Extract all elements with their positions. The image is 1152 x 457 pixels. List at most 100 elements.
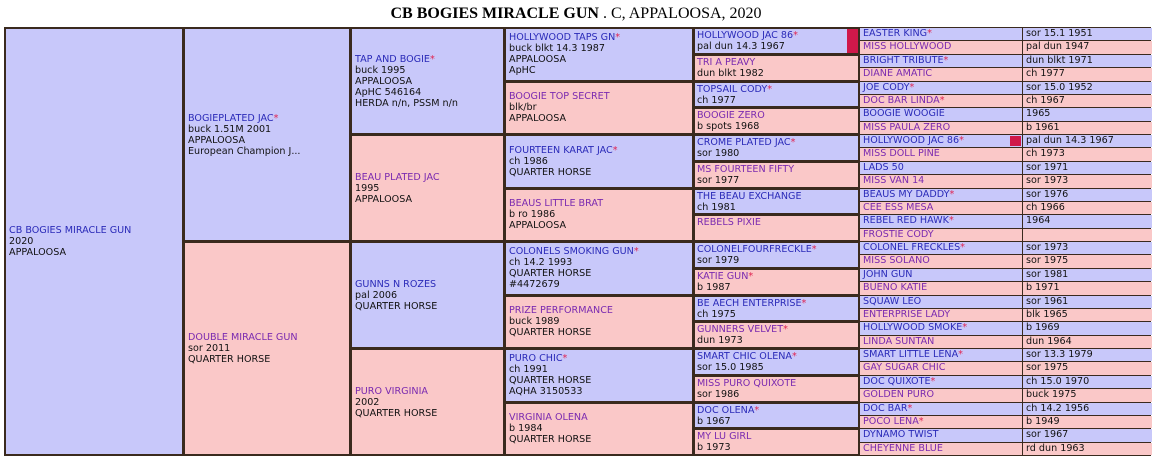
- star-marker: *: [943, 54, 949, 66]
- horse-name-link[interactable]: BOOGIE ZERO: [697, 110, 765, 122]
- horse-name-link[interactable]: BOGIEPLATED JAC: [188, 112, 274, 124]
- horse-name-link[interactable]: GUNNS N ROZES: [355, 278, 437, 290]
- horse-name-link[interactable]: MISS PAULA ZERO: [863, 121, 951, 133]
- horse-name-link[interactable]: DYNAMO TWIST: [863, 429, 939, 441]
- star-marker: *: [918, 415, 924, 427]
- page-title: CB BOGIES MIRACLE GUN . C, APPALOOSA, 20…: [0, 5, 1152, 23]
- horse-name-link[interactable]: DOUBLE MIRACLE GUN: [188, 332, 298, 343]
- horse-name-link[interactable]: PRIZE PERFORMANCE: [509, 305, 613, 317]
- horse-name-link[interactable]: DIANE AMATIC: [863, 68, 933, 80]
- star-marker: *: [633, 246, 639, 258]
- horse-name-line: LINDA SUNTAN: [863, 336, 1019, 348]
- horse-name-link[interactable]: BE AECH ENTERPRISE: [697, 297, 802, 309]
- dam-cell: MY LU GIRL b 1973: [694, 429, 859, 455]
- star-marker: *: [907, 402, 913, 414]
- horse-name-line: PRIZE PERFORMANCE: [509, 305, 689, 316]
- horse-name-link[interactable]: CEE ESS MESA: [863, 201, 934, 213]
- horse-name-link[interactable]: PURO CHIC: [509, 353, 563, 365]
- horse-name-line: DOC BAR*: [863, 403, 1019, 415]
- horse-name-link[interactable]: TAP AND BOGIE: [355, 53, 430, 65]
- star-marker: *: [801, 297, 807, 309]
- horse-name-link[interactable]: MS FOURTEEN FIFTY: [697, 163, 795, 175]
- horse-name-line: BEAUS LITTLE BRAT: [509, 198, 689, 209]
- horse-detail: #4472679: [509, 279, 560, 291]
- horse-name-link[interactable]: FROSTIE CODY: [863, 228, 934, 240]
- horse-name-line: DOC QUIXOTE*: [863, 376, 1019, 388]
- horse-name-line: HOLLYWOOD JAC 86*: [863, 135, 1019, 147]
- horse-name-link[interactable]: MISS DOLL PINE: [863, 148, 940, 160]
- horse-name-link[interactable]: HOLLYWOOD JAC 86: [697, 30, 794, 41]
- horse-name-title: CB BOGIES MIRACLE GUN: [390, 5, 599, 22]
- horse-name-link[interactable]: DOC BAR LINDA: [863, 94, 940, 106]
- horse-name-link[interactable]: DOC OLENA: [697, 404, 755, 416]
- horse-name-link[interactable]: CROME PLATED JAC: [697, 137, 791, 148]
- horse-name-link[interactable]: REBEL RED HAWK: [863, 215, 949, 227]
- horse-name-line: BUENO KATIE: [863, 282, 1019, 294]
- pedigree-chart: CB BOGIES MIRACLE GUN 2020 APPALOOSA BOGIEP…: [4, 27, 1152, 456]
- horse-name-link[interactable]: THE BEAU EXCHANGE: [697, 190, 802, 202]
- horse-name-link[interactable]: CB BOGIES MIRACLE GUN: [9, 225, 132, 236]
- star-marker: *: [958, 349, 963, 360]
- horse-name-link[interactable]: HOLLYWOOD TAPS GN: [509, 32, 616, 44]
- horse-name-link[interactable]: HOLLYWOOD SMOKE: [863, 322, 963, 334]
- horse-name-link[interactable]: MISS PURO QUIXOTE: [697, 377, 797, 389]
- horse-name-link[interactable]: GOLDEN PURO: [863, 389, 935, 401]
- horse-name-link[interactable]: SMART LITTLE LENA: [863, 349, 959, 360]
- horse-detail: APPALOOSA: [9, 247, 67, 258]
- horse-name-line: CEE ESS MESA: [863, 202, 1019, 214]
- horse-name-link[interactable]: EASTER KING: [863, 28, 928, 39]
- horse-name-link[interactable]: BUENO KATIE: [863, 282, 928, 294]
- horse-name-link[interactable]: COLONELS SMOKING GUN: [509, 246, 634, 258]
- horse-name-line: CHEYENNE BLUE: [863, 443, 1019, 455]
- horse-name-link[interactable]: BRIGHT TRIBUTE: [863, 54, 944, 66]
- horse-info-cell: ch 14.2 1956: [1023, 402, 1152, 415]
- horse-name-link[interactable]: COLONEL FRECKLES: [863, 242, 961, 253]
- horse-name-link[interactable]: DOC QUIXOTE: [863, 375, 931, 387]
- horse-name-link[interactable]: POCO LENA: [863, 415, 919, 427]
- horse-name-link[interactable]: TOPSAIL CODY: [697, 83, 768, 95]
- sire-cell: COLONELS SMOKING GUN* ch 14.2 1993 QUARTER…: [505, 242, 693, 295]
- horse-name-link[interactable]: BEAUS LITTLE BRAT: [509, 198, 604, 210]
- horse-name-link[interactable]: COLONELFOURFRECKLE: [697, 244, 812, 255]
- horse-name-link[interactable]: GAY SUGAR CHIC: [863, 362, 946, 374]
- horse-name-line: REBELS PIXIE: [697, 217, 856, 228]
- horse-name-link[interactable]: MISS VAN 14: [863, 175, 925, 187]
- horse-name-link[interactable]: MY LU GIRL: [697, 431, 752, 443]
- horse-name-link[interactable]: HOLLYWOOD JAC 86: [863, 135, 960, 146]
- horse-name-link[interactable]: SMART CHIC OLENA: [697, 351, 792, 362]
- dam-cell: DIANE AMATIC: [860, 68, 1022, 81]
- horse-name-link[interactable]: KATIE GUN: [697, 270, 749, 282]
- horse-name-link[interactable]: BOOGIE TOP SECRET: [509, 91, 610, 103]
- dam-cell: CHEYENNE BLUE: [860, 442, 1022, 455]
- horse-name-link[interactable]: JOE CODY: [863, 81, 910, 93]
- horse-detail: 1995: [355, 182, 380, 194]
- sire-cell: BOOGIE WOOGIE: [860, 108, 1022, 121]
- horse-detail: APPALOOSA: [355, 75, 413, 87]
- horse-name-link[interactable]: TRI A PEAVY: [697, 56, 756, 68]
- horse-name-link[interactable]: VIRGINIA OLENA: [509, 412, 588, 424]
- horse-name-link[interactable]: DOC BAR: [863, 402, 908, 414]
- horse-name-link[interactable]: MISS SOLANO: [863, 255, 930, 267]
- horse-name-link[interactable]: REBELS PIXIE: [697, 217, 761, 229]
- horse-detail: buck 1.51M 2001: [188, 123, 272, 135]
- horse-name-link[interactable]: LINDA SUNTAN: [863, 335, 935, 347]
- horse-name-line: COLONELFOURFRECKLE*: [697, 244, 856, 255]
- horse-name-link[interactable]: JOHN GUN: [863, 268, 913, 280]
- sire-cell: DOC QUIXOTE*: [860, 375, 1022, 389]
- horse-name-link[interactable]: CHEYENNE BLUE: [863, 442, 943, 454]
- horse-name-link[interactable]: MISS HOLLYWOOD: [863, 41, 952, 53]
- horse-name-link[interactable]: ENTERPRISE LADY: [863, 308, 951, 320]
- horse-info-cell: dun blkt 1971: [1023, 54, 1152, 68]
- horse-name-link[interactable]: GUNNERS VELVET: [697, 324, 784, 336]
- horse-detail: buck blkt 14.3 1987: [509, 43, 605, 55]
- horse-name-line: HOLLYWOOD SMOKE*: [863, 322, 1019, 334]
- horse-name-link[interactable]: SQUAW LEO: [863, 295, 922, 307]
- horse-name-link[interactable]: LADS 50: [863, 161, 904, 173]
- star-marker: *: [949, 188, 955, 200]
- horse-name-link[interactable]: BEAU PLATED JAC: [355, 171, 440, 183]
- horse-name-link[interactable]: PURO VIRGINIA: [355, 385, 428, 397]
- horse-name-link[interactable]: BEAUS MY DADDY: [863, 188, 950, 200]
- horse-name-link[interactable]: FOURTEEN KARAT JAC: [509, 144, 613, 156]
- horse-name-link[interactable]: BOOGIE WOOGIE: [863, 108, 945, 120]
- dam-cell: VIRGINIA OLENA b 1984 QUARTER HORSE: [505, 402, 693, 455]
